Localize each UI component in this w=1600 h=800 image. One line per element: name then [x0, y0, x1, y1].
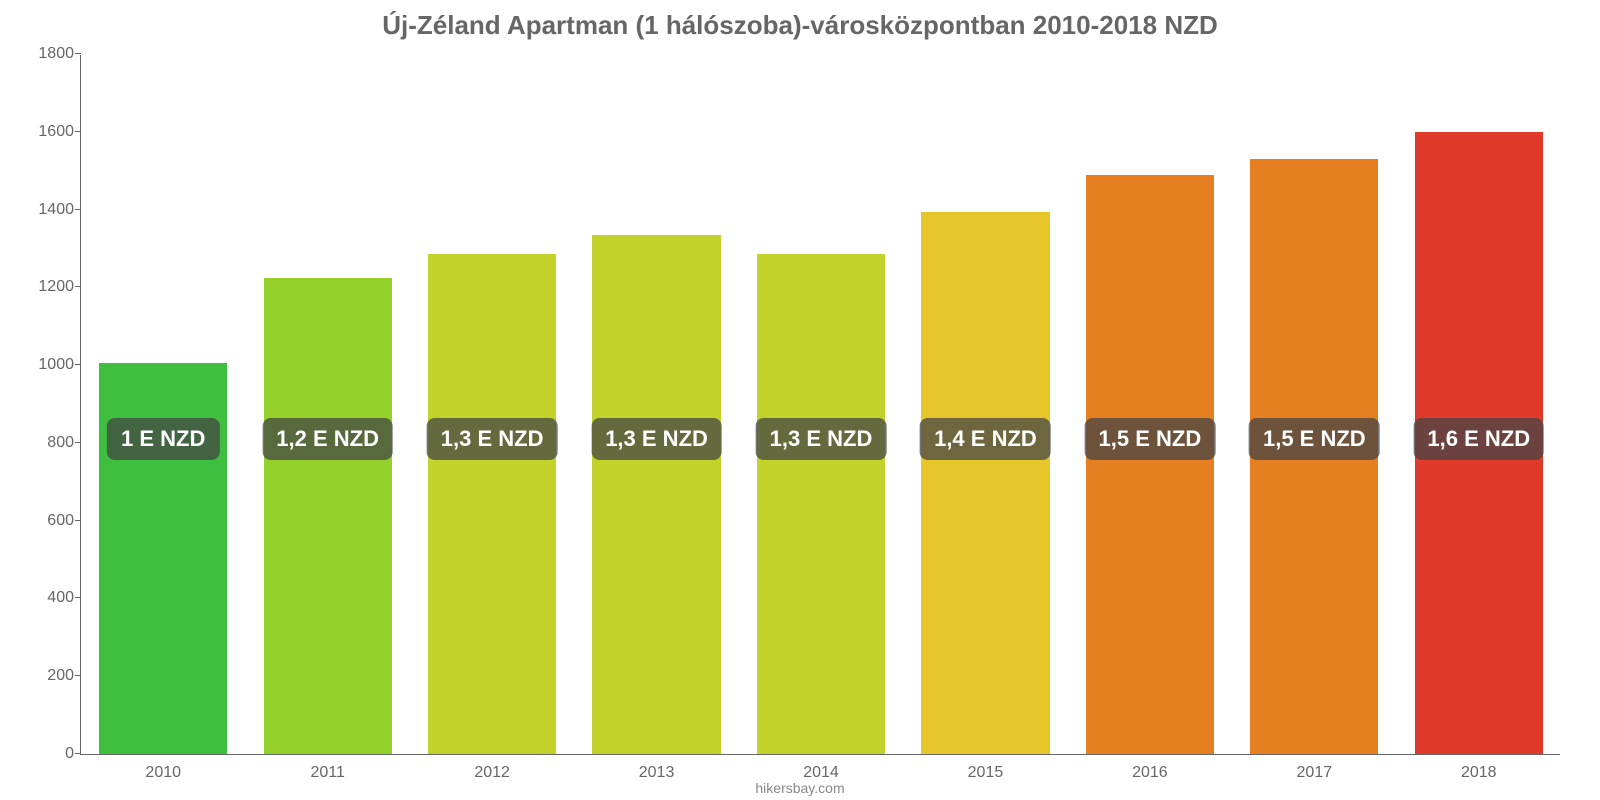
bar-value-label: 1,2 E NZD: [262, 418, 393, 460]
y-tick-mark: [75, 131, 81, 132]
y-tick-mark: [75, 53, 81, 54]
y-tick-mark: [75, 597, 81, 598]
plot-area: 20101 E NZD20111,2 E NZD20121,3 E NZD201…: [80, 55, 1560, 755]
chart-title: Új-Zéland Apartman (1 hálószoba)-városkö…: [0, 10, 1600, 41]
bar-value-label: 1,3 E NZD: [427, 418, 558, 460]
bar: [428, 254, 556, 754]
y-tick-mark: [75, 753, 81, 754]
y-tick-label: 1800: [26, 45, 74, 63]
bar-value-label: 1,6 E NZD: [1413, 418, 1544, 460]
y-tick-label: 200: [26, 667, 74, 685]
y-tick-label: 1400: [26, 201, 74, 219]
y-tick-label: 600: [26, 512, 74, 530]
bar: [264, 278, 392, 754]
bar-value-label: 1 E NZD: [107, 418, 219, 460]
y-tick-mark: [75, 364, 81, 365]
y-tick-label: 800: [26, 434, 74, 452]
bar-value-label: 1,4 E NZD: [920, 418, 1051, 460]
y-tick-label: 1000: [26, 356, 74, 374]
y-tick-mark: [75, 520, 81, 521]
y-tick-mark: [75, 286, 81, 287]
y-tick-mark: [75, 442, 81, 443]
bar-value-label: 1,3 E NZD: [756, 418, 887, 460]
bar-value-label: 1,5 E NZD: [1249, 418, 1380, 460]
y-tick-label: 0: [26, 745, 74, 763]
bar-value-label: 1,3 E NZD: [591, 418, 722, 460]
y-tick-label: 1600: [26, 123, 74, 141]
bar-value-label: 1,5 E NZD: [1085, 418, 1216, 460]
y-tick-label: 400: [26, 589, 74, 607]
bar: [921, 212, 1049, 755]
y-tick-mark: [75, 675, 81, 676]
bar: [1086, 175, 1214, 754]
y-tick-label: 1200: [26, 278, 74, 296]
chart-footer: hikersbay.com: [0, 780, 1600, 796]
bar: [757, 254, 885, 754]
y-tick-mark: [75, 209, 81, 210]
bars-layer: 20101 E NZD20111,2 E NZD20121,3 E NZD201…: [81, 55, 1560, 754]
bar: [592, 235, 720, 754]
